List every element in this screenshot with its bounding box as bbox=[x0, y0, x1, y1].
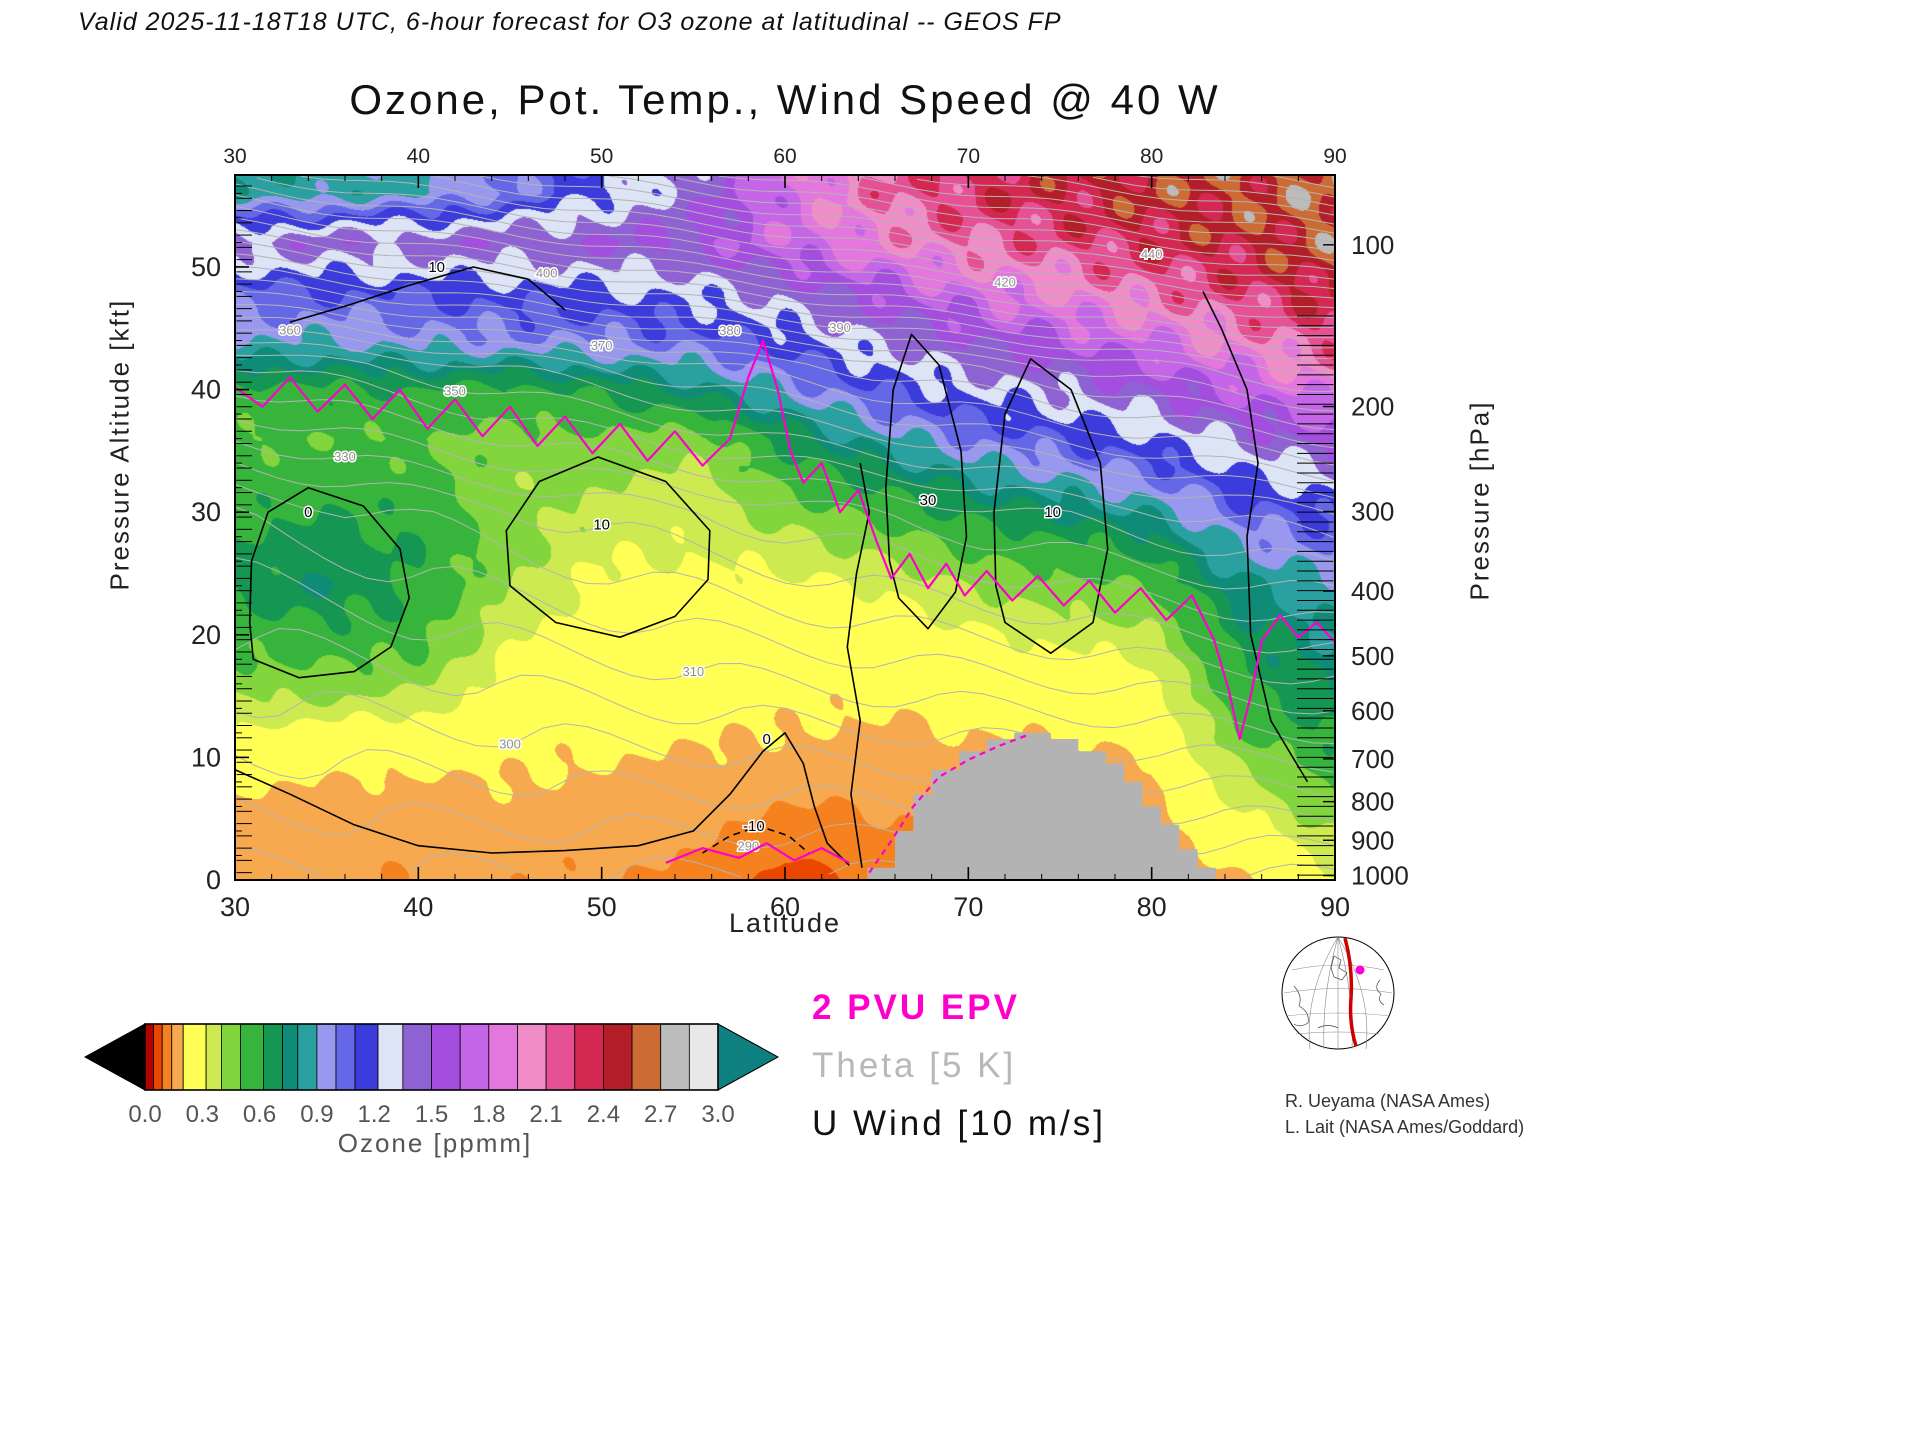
svg-text:30: 30 bbox=[223, 145, 246, 168]
x-axis-label: Latitude bbox=[728, 908, 842, 938]
svg-text:1.5: 1.5 bbox=[415, 1101, 448, 1128]
svg-text:600: 600 bbox=[1351, 696, 1394, 726]
svg-text:50: 50 bbox=[191, 252, 221, 282]
svg-text:0: 0 bbox=[206, 865, 221, 895]
svg-text:1.8: 1.8 bbox=[472, 1101, 505, 1128]
svg-text:100: 100 bbox=[1351, 230, 1394, 260]
validity-header: Valid 2025-11-18T18 UTC, 6-hour forecast… bbox=[78, 8, 1062, 36]
svg-text:1.2: 1.2 bbox=[358, 1101, 391, 1128]
legend-u-wind: U Wind [10 m/s] bbox=[812, 1104, 1106, 1143]
svg-text:0.6: 0.6 bbox=[243, 1101, 276, 1128]
svg-text:90: 90 bbox=[1323, 145, 1346, 168]
credit-line-2: L. Lait (NASA Ames/Goddard) bbox=[1285, 1117, 1525, 1137]
svg-text:700: 700 bbox=[1351, 744, 1394, 774]
svg-text:200: 200 bbox=[1351, 392, 1394, 422]
cross-section-marker-dot bbox=[1355, 965, 1365, 975]
svg-text:40: 40 bbox=[191, 375, 221, 405]
ozone-field-canvas bbox=[235, 175, 1335, 880]
page-title: Ozone, Pot. Temp., Wind Speed @ 40 W bbox=[349, 76, 1221, 123]
svg-text:2.7: 2.7 bbox=[644, 1101, 677, 1128]
svg-text:30: 30 bbox=[191, 497, 221, 527]
colorbar: 0.0 0.3 0.6 0.9 1.2 1.5 1.8 2.1 2.4 2.7 3.0 bbox=[83, 1023, 780, 1128]
svg-text:2.1: 2.1 bbox=[529, 1101, 562, 1128]
svg-text:500: 500 bbox=[1351, 641, 1394, 671]
svg-text:900: 900 bbox=[1351, 825, 1394, 855]
globe-graticule bbox=[1283, 936, 1393, 1050]
globe-coastlines bbox=[1293, 955, 1385, 1029]
credit-line-1: R. Ueyama (NASA Ames) bbox=[1285, 1091, 1491, 1111]
svg-text:70: 70 bbox=[957, 145, 980, 168]
svg-text:3.0: 3.0 bbox=[701, 1101, 734, 1128]
svg-text:0.9: 0.9 bbox=[300, 1101, 333, 1128]
svg-text:2.4: 2.4 bbox=[587, 1101, 620, 1128]
colorbar-over-arrow bbox=[717, 1023, 780, 1091]
meridian-40w-line bbox=[1343, 937, 1358, 1047]
svg-text:20: 20 bbox=[191, 620, 221, 650]
map-inset bbox=[1281, 936, 1395, 1050]
svg-text:800: 800 bbox=[1351, 787, 1394, 817]
colorbar-under-arrow bbox=[83, 1023, 146, 1091]
left-axis-label: Pressure Altitude [kft] bbox=[104, 298, 135, 591]
right-axis-label: Pressure [hPa] bbox=[1464, 400, 1495, 601]
svg-text:40: 40 bbox=[407, 145, 430, 168]
svg-text:0.3: 0.3 bbox=[186, 1101, 219, 1128]
svg-text:300: 300 bbox=[1351, 497, 1394, 527]
svg-text:1000: 1000 bbox=[1351, 861, 1409, 891]
legend-theta: Theta [5 K] bbox=[812, 1046, 1017, 1085]
credits: R. Ueyama (NASA Ames) L. Lait (NASA Ames… bbox=[1285, 1088, 1524, 1140]
legend-pv-epv: 2 PVU EPV bbox=[812, 988, 1020, 1027]
colorbar-title: Ozone [ppmm] bbox=[337, 1128, 533, 1158]
svg-text:0.0: 0.0 bbox=[128, 1101, 161, 1128]
svg-text:400: 400 bbox=[1351, 576, 1394, 606]
svg-text:60: 60 bbox=[773, 145, 796, 168]
svg-text:80: 80 bbox=[1140, 145, 1163, 168]
svg-text:50: 50 bbox=[590, 145, 613, 168]
svg-text:10: 10 bbox=[191, 742, 221, 772]
